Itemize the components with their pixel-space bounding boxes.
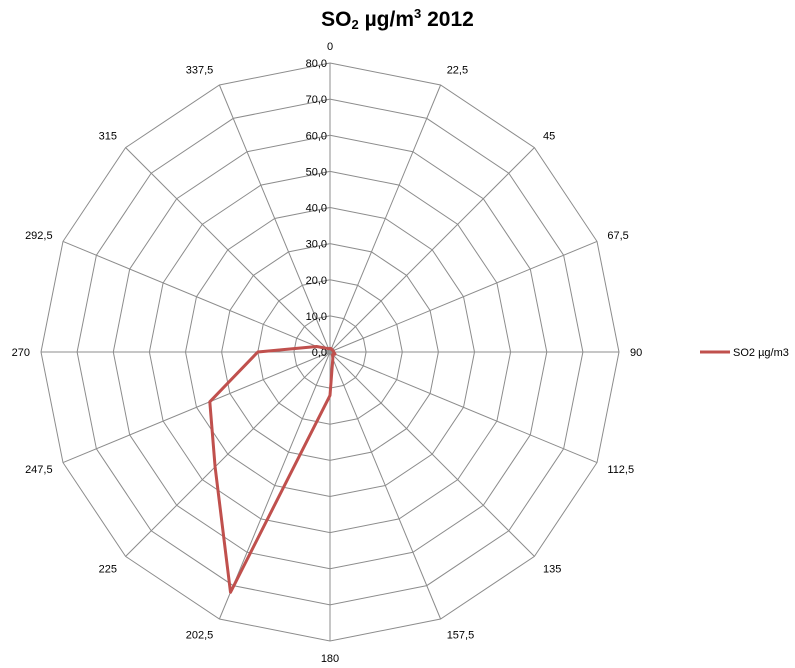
grid-spoke — [329, 240, 598, 353]
grid-spoke — [218, 84, 331, 353]
category-label: 225 — [99, 563, 117, 575]
category-label: 0 — [327, 41, 333, 53]
legend: SO2 µg/m3 — [700, 347, 789, 359]
series-layer — [208, 345, 337, 594]
grid-spoke — [125, 351, 331, 557]
radar-spokes — [41, 63, 619, 641]
category-label: 292,5 — [25, 230, 53, 242]
radial-tick-label: 10,0 — [306, 311, 327, 323]
grid-spoke — [329, 351, 535, 557]
category-label: 45 — [543, 131, 555, 143]
category-label: 157,5 — [447, 630, 475, 642]
category-label: 270 — [12, 347, 30, 359]
category-label: 202,5 — [186, 630, 214, 642]
category-labels: 0 22,5 45 67,5 90 112,5 135 157,5 180 202,5 225 247… — [12, 41, 643, 665]
category-label: 180 — [321, 653, 339, 665]
radial-tick-label: 80,0 — [306, 58, 327, 70]
chart-title: SO2 µg/m3 2012 — [321, 6, 474, 32]
grid-spoke — [329, 351, 598, 464]
radial-tick-labels: 0,0 10,0 20,0 30,0 40,0 50,0 60,0 70,0 80,0 — [306, 58, 327, 359]
grid-spoke — [329, 351, 442, 620]
category-label: 315 — [99, 131, 117, 143]
legend-label: SO2 µg/m3 — [733, 347, 789, 359]
grid-spoke — [62, 351, 331, 464]
radial-tick-label: 40,0 — [306, 203, 327, 215]
category-label: 90 — [630, 347, 642, 359]
grid-spoke — [125, 147, 331, 353]
category-label: 337,5 — [186, 64, 214, 76]
series-line — [208, 345, 337, 594]
radial-tick-label: 70,0 — [306, 94, 327, 106]
radial-tick-label: 30,0 — [306, 239, 327, 251]
category-label: 67,5 — [607, 230, 628, 242]
radial-tick-label: 20,0 — [306, 275, 327, 287]
grid-spoke — [62, 240, 331, 353]
radial-tick-label: 50,0 — [306, 166, 327, 178]
radial-tick-label: 60,0 — [306, 130, 327, 142]
category-label: 135 — [543, 563, 561, 575]
category-label: 112,5 — [607, 464, 634, 476]
category-label: 22,5 — [447, 64, 468, 76]
category-label: 247,5 — [25, 464, 53, 476]
grid-spoke — [329, 84, 442, 353]
radial-tick-label: 0,0 — [312, 347, 327, 359]
grid-spoke — [329, 147, 535, 353]
